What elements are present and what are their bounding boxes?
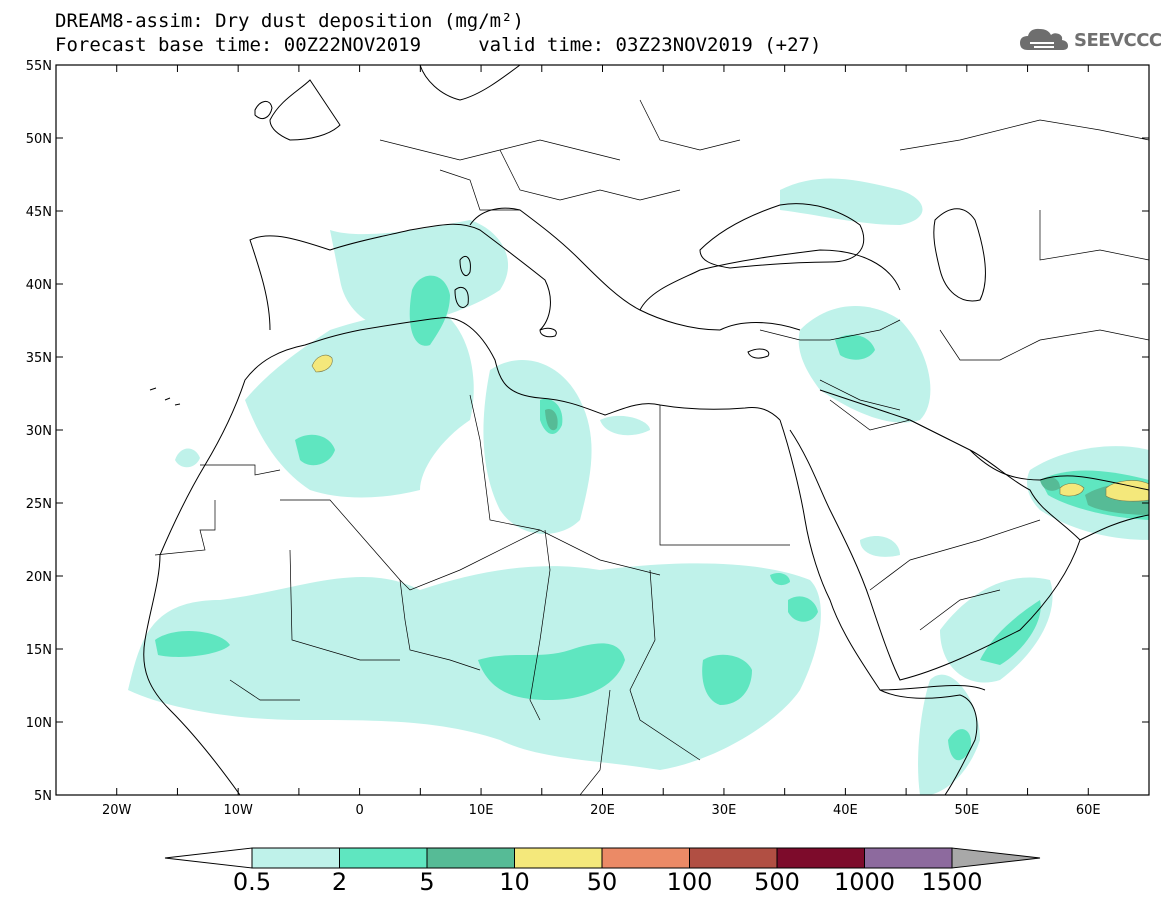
borders <box>154 99 1149 795</box>
latitude-labels: 55N 50N 45N 40N 35N 30N 25N 20N 15N 10N 5N <box>26 59 52 804</box>
lon-tick-label: 30E <box>712 803 737 818</box>
logo-text: SEEVCCC <box>1074 29 1162 51</box>
colorbar-swatch <box>514 847 603 869</box>
lon-tick-label: 20E <box>590 803 615 818</box>
colorbar-swatch <box>601 847 690 869</box>
lat-tick-label: 40N <box>26 278 52 293</box>
colorbar-label: 500 <box>754 868 800 896</box>
title-line-2: Forecast base time: 00Z22NOV2019 valid t… <box>55 34 822 56</box>
colorbar-label: 5 <box>419 868 435 896</box>
title-line-1: DREAM8-assim: Dry dust deposition (mg/m²… <box>55 10 524 32</box>
lat-tick-label: 5N <box>34 789 52 804</box>
lon-tick-label: 10E <box>469 803 494 818</box>
lat-tick-label: 55N <box>26 59 52 74</box>
cloud-icon <box>1020 28 1068 50</box>
dust-fill-layer <box>128 178 1149 795</box>
colorbar <box>164 847 1041 869</box>
lat-tick-label: 15N <box>26 643 52 658</box>
colorbar-label: 100 <box>666 868 713 896</box>
lon-tick-label: 10W <box>223 803 253 818</box>
colorbar-swatch <box>864 847 953 869</box>
lat-tick-label: 10N <box>26 716 52 731</box>
colorbar-over-triangle <box>951 847 1041 869</box>
lon-tick-label: 20W <box>102 803 132 818</box>
colorbar-swatch <box>689 847 778 869</box>
colorbar-swatch <box>339 847 428 869</box>
lon-tick-label: 50E <box>954 803 979 818</box>
colorbar-label: 50 <box>586 868 618 896</box>
lat-tick-label: 35N <box>26 351 52 366</box>
lat-tick-label: 45N <box>26 205 52 220</box>
colorbar-swatch <box>251 847 340 869</box>
lon-tick-label: 60E <box>1076 803 1101 818</box>
longitude-labels: 20W 10W 0 10E 20E 30E 40E 50E 60E <box>102 803 1101 818</box>
lat-tick-label: 25N <box>26 497 52 512</box>
lat-tick-label: 20N <box>26 570 52 585</box>
colorbar-label: 1000 <box>833 868 896 896</box>
lon-tick-label: 0 <box>355 803 363 818</box>
colorbar-label: 2 <box>331 868 348 896</box>
colorbar-under-triangle <box>164 847 253 869</box>
colorbar-swatch <box>426 847 515 869</box>
colorbar-label: 10 <box>499 868 530 896</box>
lat-tick-label: 30N <box>26 424 52 439</box>
colorbar-label: 0.5 <box>232 868 272 896</box>
lon-tick-label: 40E <box>833 803 858 818</box>
tick-marks <box>55 64 1150 796</box>
colorbar-swatch <box>776 847 865 869</box>
seevccc-logo: SEEVCCC <box>1018 24 1162 56</box>
colorbar-label: 1500 <box>921 868 983 896</box>
lat-tick-label: 50N <box>26 132 52 147</box>
coastlines <box>143 65 1149 795</box>
